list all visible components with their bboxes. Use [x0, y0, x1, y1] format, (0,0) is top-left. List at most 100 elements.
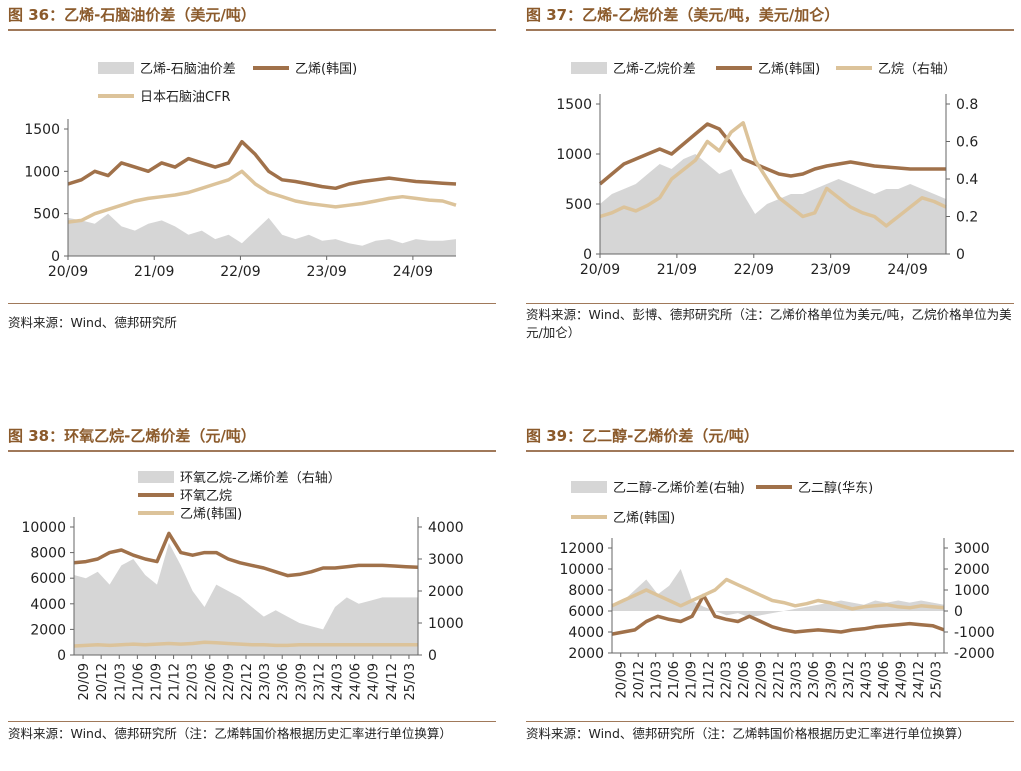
y-tick-label: 0 — [57, 648, 66, 664]
legend-label: 环氧乙烷 — [180, 489, 232, 504]
legend-label: 乙烯(韩国) — [758, 62, 820, 77]
panel-title: 图 38：环氧乙烷-乙烯价差（元/吨） — [8, 427, 256, 445]
y-tick-label: 10000 — [559, 562, 604, 578]
legend-label: 环氧乙烷-乙烯价差（右轴） — [180, 471, 341, 486]
y-tick-label: 8000 — [30, 546, 66, 562]
x-tick-label: 22/06 — [737, 661, 752, 698]
x-tick-label: 25/03 — [403, 663, 418, 700]
series-area — [68, 213, 456, 256]
x-tick-label: 23/09 — [824, 661, 839, 698]
x-tick-label: 21/03 — [113, 663, 128, 700]
legend-swatch — [571, 481, 607, 493]
series-line — [73, 640, 418, 648]
y-tick-label: 0 — [51, 249, 60, 265]
y-tick-label: 500 — [565, 197, 592, 213]
legend-label: 乙烯(韩国) — [180, 507, 242, 522]
x-tick-label: 22/03 — [720, 661, 735, 698]
title-rule — [526, 450, 1014, 452]
y-tick-label: 0 — [583, 247, 592, 263]
y2-tick-label: 0.4 — [956, 172, 978, 188]
x-tick-label: 21/12 — [168, 663, 183, 700]
y2-tick-label: 1000 — [954, 583, 990, 599]
chart-fig39: 乙二醇-乙烯价差(右轴) 乙二醇(华东) 乙烯(韩国) 2000 4000 6000 800… — [559, 480, 995, 698]
panel-title: 图 39：乙二醇-乙烯价差（元/吨） — [526, 427, 759, 445]
y2-tick-label: -1000 — [954, 625, 995, 641]
chart-fig36: 乙烯-石脑油价差 乙烯(韩国) 日本石脑油CFR 0 500 1000 1500 20/09 2… — [24, 62, 457, 280]
legend-label: 乙二醇-乙烯价差(右轴) — [613, 480, 745, 496]
legend-label: 乙烷（右轴） — [878, 62, 956, 77]
source-text: 资料来源：Wind、德邦研究所（注：乙烯韩国价格根据历史汇率进行单位换算） — [8, 726, 452, 741]
series-line — [67, 139, 457, 191]
x-tick-label: 22/12 — [772, 661, 787, 698]
x-tick-label: 22/09 — [755, 661, 770, 698]
y2-tick-label: 0 — [428, 648, 437, 664]
series-line — [599, 121, 947, 228]
y-tick-label: 4000 — [30, 597, 66, 613]
x-tick-label: 20/12 — [95, 663, 110, 700]
y2-tick-label: 2000 — [954, 562, 990, 578]
y-tick-label: 2000 — [568, 646, 604, 662]
x-tick-label: 23/12 — [842, 661, 857, 698]
x-tick-label: 20/09 — [580, 262, 620, 278]
y2-tick-label: 3000 — [954, 541, 990, 557]
x-tick-label: 21/06 — [667, 661, 682, 698]
y-tick-label: 12000 — [559, 541, 604, 557]
y-tick-label: 500 — [33, 207, 60, 223]
y-tick-label: 1500 — [24, 122, 60, 138]
y-tick-label: 1500 — [556, 97, 592, 113]
y2-tick-label: 0.8 — [956, 97, 978, 113]
x-tick-label: 21/03 — [650, 661, 665, 698]
x-tick-label: 21/06 — [131, 663, 146, 700]
x-tick-label: 22/09 — [220, 264, 260, 280]
chart-fig37: 乙烯-乙烷价差 乙烯(韩国) 乙烷（右轴） 0 500 1000 1500 0 0.2 0.4 0.… — [556, 62, 978, 278]
legend-label: 日本石脑油CFR — [140, 90, 231, 105]
y-tick-label: 6000 — [568, 604, 604, 620]
y-tick-label: 6000 — [30, 571, 66, 587]
x-tick-label: 24/09 — [887, 262, 927, 278]
y-tick-label: 10000 — [21, 520, 66, 536]
source-text: 资料来源：Wind、德邦研究所 — [8, 315, 177, 330]
y-tick-label: 2000 — [30, 622, 66, 638]
x-tick-label: 21/09 — [657, 262, 697, 278]
title-rule — [8, 29, 496, 31]
series-line — [598, 122, 946, 186]
series-line — [611, 593, 945, 636]
x-tick-label: 23/06 — [807, 661, 822, 698]
x-tick-label: 24/03 — [331, 663, 346, 700]
x-tick-label: 22/12 — [240, 663, 255, 700]
x-tick-label: 24/03 — [859, 661, 874, 698]
series-line — [611, 577, 945, 611]
x-tick-label: 23/03 — [258, 663, 273, 700]
series-area — [600, 154, 946, 254]
panel-fig38: 图 38：环氧乙烷-乙烯价差（元/吨） 环氧乙烷-乙烯价差（右轴） 环氧乙烷乙烯(… — [8, 425, 496, 765]
x-tick-label: 21/09 — [685, 661, 700, 698]
x-tick-label: 22/09 — [222, 663, 237, 700]
x-tick-label: 21/09 — [134, 264, 174, 280]
x-tick-label: 25/03 — [929, 661, 944, 698]
title-rule — [8, 450, 496, 452]
source-text: 资料来源：Wind、彭博、德邦研究所（注：乙烯价格单位为美元/吨，乙烷价格单位为… — [526, 307, 1012, 340]
series-line — [73, 531, 419, 578]
panel-title: 图 36：乙烯-石脑油价差（美元/吨） — [8, 6, 256, 24]
series-line — [67, 169, 457, 224]
legend-label: 乙烯-乙烷价差 — [613, 62, 696, 77]
panel-fig36: 图 36：乙烯-石脑油价差（美元/吨） 乙烯-石脑油价差 乙烯(韩国) 日本石脑油C… — [8, 4, 496, 334]
x-tick-label: 20/09 — [48, 264, 88, 280]
y2-tick-label: 0 — [956, 247, 965, 263]
legend-swatch — [138, 471, 174, 483]
x-tick-label: 22/06 — [204, 663, 219, 700]
y-tick-label: 4000 — [568, 625, 604, 641]
y-tick-label: 1000 — [24, 164, 60, 180]
y2-tick-label: 3000 — [428, 552, 464, 568]
source-rule — [8, 303, 496, 304]
x-tick-label: 24/09 — [393, 264, 433, 280]
series-area — [74, 543, 418, 655]
y2-tick-label: 4000 — [428, 520, 464, 536]
x-tick-label: 22/03 — [186, 663, 201, 700]
source-rule — [526, 721, 1014, 722]
source-rule — [8, 721, 496, 722]
source-text: 资料来源：Wind、德邦研究所（注：乙烯韩国价格根据历史汇率进行单位换算） — [526, 726, 970, 741]
legend-label: 乙二醇(华东) — [798, 480, 873, 496]
x-tick-label: 24/12 — [912, 661, 927, 698]
